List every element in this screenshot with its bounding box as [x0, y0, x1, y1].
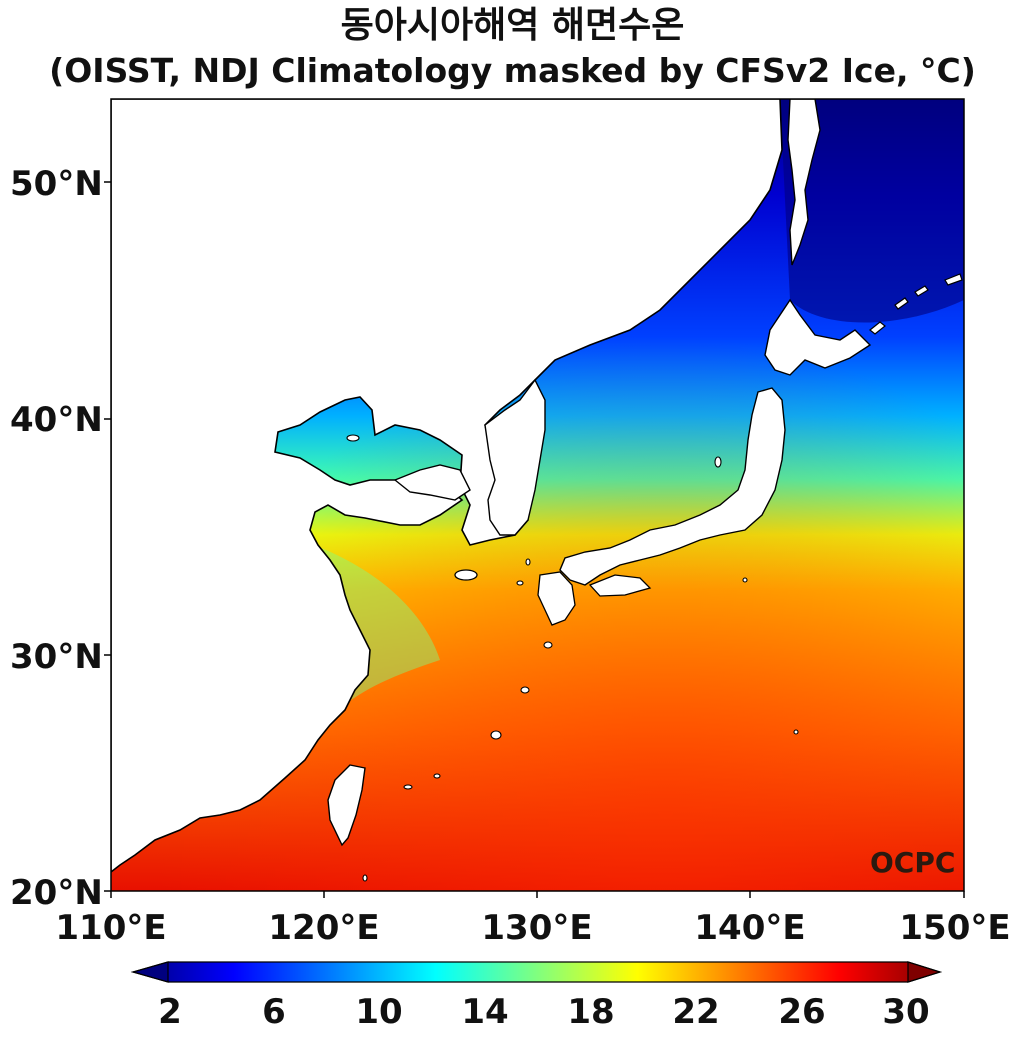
lat-label-30n: 30°N: [10, 637, 103, 677]
lat-label-50n: 50°N: [10, 164, 103, 204]
land-hokkaido: [764, 298, 872, 376]
map-title: 동아시아해역 해면수온: [340, 5, 685, 46]
colorbar-tick-10: 10: [355, 992, 403, 1032]
colorbar-tick-22: 22: [672, 992, 720, 1032]
colorbar-tick-26: 26: [778, 992, 826, 1032]
colorbar-tick-6: 6: [262, 992, 286, 1032]
land-asia: [111, 99, 783, 874]
land-taiwan: [327, 764, 366, 847]
lon-label-120e: 120°E: [268, 908, 380, 948]
lon-label-130e: 130°E: [481, 908, 593, 948]
lat-label-20n: 20°N: [10, 873, 103, 913]
colorbar-tick-30: 30: [882, 992, 930, 1032]
land-sakhalin: [787, 99, 821, 266]
lon-label-150e: 150°E: [899, 908, 1011, 948]
colorbar-tick-2: 2: [158, 992, 182, 1032]
map-subtitle: (OISST, NDJ Climatology masked by CFSv2 …: [49, 51, 976, 90]
land-kyushu: [537, 571, 576, 626]
colorbar-tick-18: 18: [567, 992, 615, 1032]
lon-label-140e: 140°E: [694, 908, 806, 948]
lon-label-110e: 110°E: [55, 908, 167, 948]
land-honshu: [559, 387, 786, 586]
colorbar: [130, 961, 943, 983]
colorbar-tick-14: 14: [461, 992, 509, 1032]
lat-label-40n: 40°N: [10, 400, 103, 440]
ocpc-watermark: OCPC: [870, 846, 956, 879]
